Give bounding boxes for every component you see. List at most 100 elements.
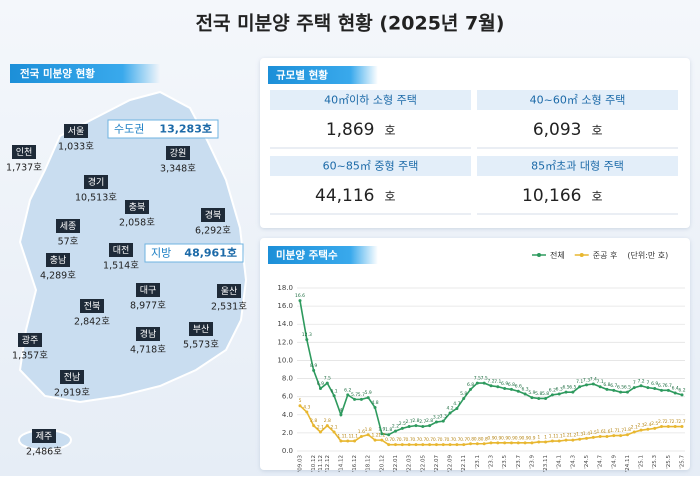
sizes-header-tab	[268, 66, 378, 84]
region-name-box	[136, 283, 160, 297]
data-point	[612, 434, 616, 438]
x-tick-label: '16.12	[352, 455, 358, 472]
data-label: 6.9	[317, 381, 324, 387]
data-point	[673, 425, 677, 429]
x-tick-label: '24.9	[611, 455, 617, 469]
data-label: 6.1	[331, 388, 338, 394]
data-label: 0.7	[399, 437, 406, 443]
data-point	[462, 443, 466, 447]
region-name-box	[136, 327, 160, 341]
data-point	[298, 299, 302, 303]
region-name: 경기	[88, 176, 105, 188]
data-point	[373, 406, 377, 410]
y-tick-label: 8.0	[282, 375, 293, 383]
data-point	[646, 427, 650, 431]
data-point	[421, 425, 425, 429]
data-label: 5.7	[351, 392, 358, 398]
y-tick-label: 0.0	[282, 447, 293, 455]
region-name-box	[64, 124, 88, 138]
data-label: 1.8	[385, 427, 392, 433]
data-point	[646, 386, 650, 390]
data-label: 0.7	[440, 437, 447, 443]
size-cell-label: 85㎡초과 대형 주택	[531, 160, 624, 173]
data-label: 7.3	[583, 377, 590, 383]
region-name: 대구	[140, 285, 157, 296]
data-point	[298, 404, 302, 408]
data-label: 2.3	[637, 423, 644, 429]
map-header-tab	[10, 64, 160, 83]
x-tick-label: '23.1	[475, 455, 481, 469]
x-tick-label: '25.7	[680, 455, 686, 469]
data-point	[653, 387, 657, 391]
region-value: 3,348호	[160, 164, 196, 175]
x-tick-label: '25.5	[666, 455, 672, 469]
data-point	[441, 443, 445, 447]
data-point	[400, 426, 404, 430]
data-point	[305, 338, 309, 342]
data-label: 2.8	[412, 418, 419, 424]
data-point	[550, 393, 554, 397]
region-name-box	[166, 146, 190, 160]
data-point	[578, 437, 582, 441]
data-point	[585, 383, 588, 387]
data-label: 1.1	[556, 434, 563, 440]
x-tick-label: '25.1	[639, 455, 645, 469]
data-point	[530, 441, 534, 445]
region-value: 2,531호	[211, 302, 247, 313]
data-point	[428, 443, 432, 447]
data-point	[380, 438, 384, 442]
region-name-box	[201, 208, 225, 222]
data-label: 5.9	[528, 390, 535, 396]
data-label: 7.1	[494, 379, 501, 385]
region-name: 제주	[36, 431, 53, 442]
data-point	[489, 441, 493, 445]
data-point	[605, 387, 609, 391]
data-label: 2.1	[317, 424, 324, 430]
y-tick-label: 10.0	[277, 356, 293, 364]
region-name: 광주	[22, 334, 39, 346]
size-cell-value: 1,869	[326, 120, 375, 140]
data-label: 0.9	[494, 435, 501, 441]
data-label: 16.6	[295, 293, 305, 299]
data-label: 2.7	[406, 419, 413, 425]
data-point	[455, 443, 459, 447]
data-label: 7	[646, 380, 649, 386]
region-value: 1,737호	[6, 163, 42, 174]
data-point	[339, 413, 343, 417]
region-value: 10,513호	[75, 193, 117, 204]
data-label: 1.6	[358, 429, 365, 435]
data-point	[591, 382, 595, 386]
region-name: 대전	[113, 245, 130, 256]
data-point	[434, 420, 438, 424]
data-label: 7	[633, 380, 636, 386]
data-label: 4	[339, 407, 342, 413]
size-cell-header-bg	[477, 156, 678, 176]
data-label: 4.8	[371, 400, 378, 406]
data-label: 2.1	[331, 424, 338, 430]
data-label: 2.7	[678, 419, 685, 425]
y-tick-label: 2.0	[282, 429, 293, 437]
data-point	[394, 429, 397, 433]
data-point	[312, 424, 316, 428]
data-point	[339, 439, 343, 443]
data-point	[414, 443, 418, 447]
data-point	[557, 392, 561, 396]
callout-box	[107, 119, 219, 139]
chart-title: 미분양 주택수	[276, 249, 338, 262]
callout-label: 수도권	[114, 123, 144, 136]
data-point	[496, 385, 500, 389]
data-point	[537, 396, 541, 400]
sizes-grid: 40㎡이하 소형 주택 1,869 호 40~60㎡ 소형 주택 6,093 호 60~85…	[270, 90, 678, 215]
data-label: 1.4	[583, 431, 590, 437]
data-label: 2.4	[644, 422, 651, 428]
data-label: 0.7	[406, 437, 413, 443]
data-point	[366, 433, 370, 437]
data-point	[318, 387, 322, 391]
data-label: 1	[537, 434, 540, 440]
size-cell-label: 60~85㎡ 중형 주택	[323, 160, 419, 173]
data-point	[598, 385, 602, 389]
data-point	[666, 388, 670, 392]
data-point	[523, 392, 527, 396]
size-cell-header-bg	[270, 90, 471, 110]
data-point	[469, 387, 473, 391]
